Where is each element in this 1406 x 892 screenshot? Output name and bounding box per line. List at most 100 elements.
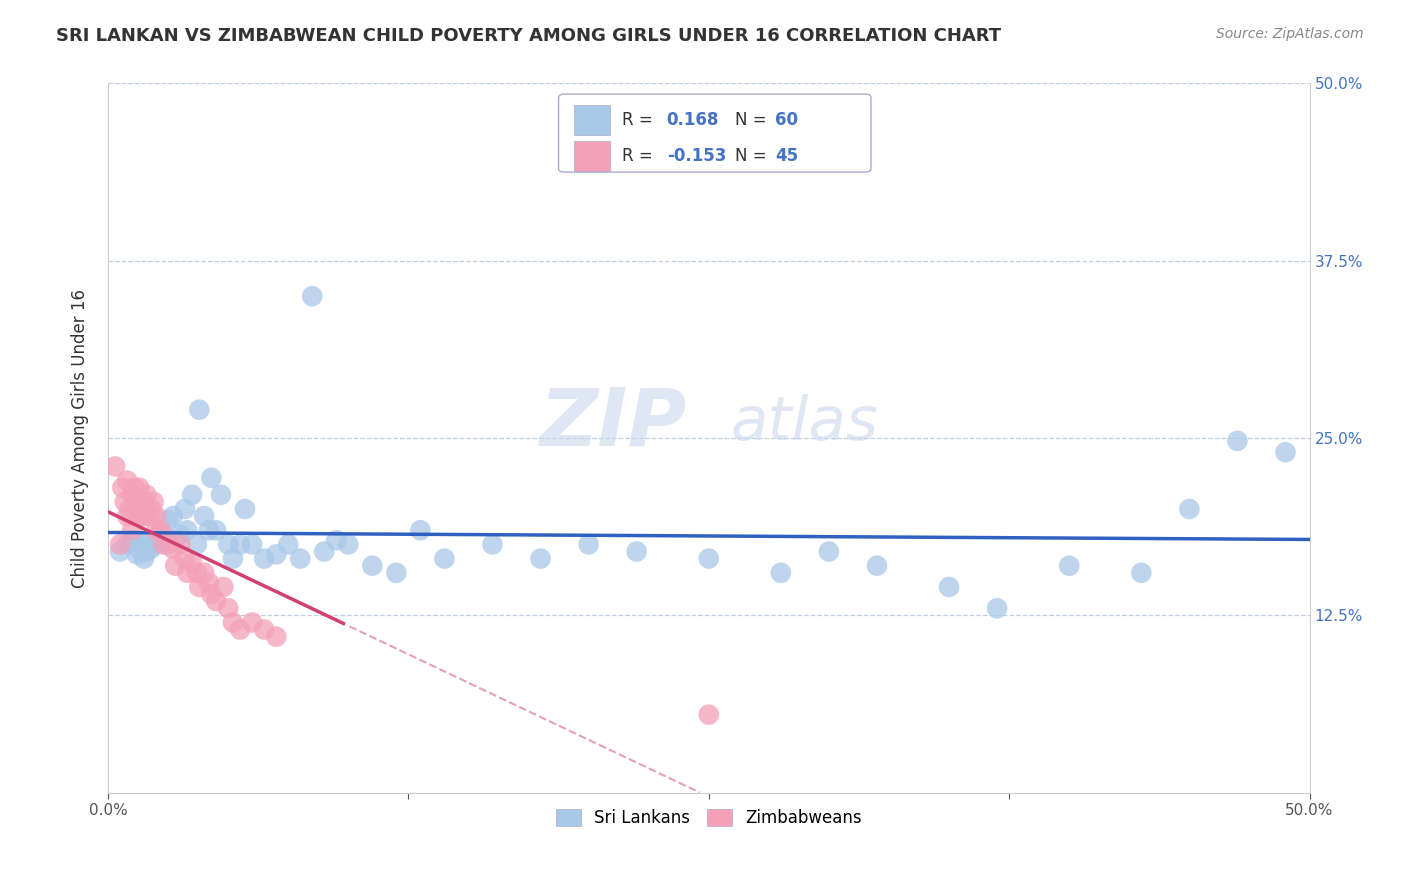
Point	[240, 537, 263, 551]
Point	[938, 580, 960, 594]
Point	[132, 509, 155, 524]
Point	[529, 551, 551, 566]
Point	[325, 533, 347, 548]
Point	[162, 509, 184, 524]
Point	[209, 488, 232, 502]
Point	[145, 509, 167, 524]
Point	[253, 623, 276, 637]
Point	[132, 551, 155, 566]
Point	[141, 502, 163, 516]
Text: N =: N =	[735, 112, 772, 129]
Point	[217, 537, 239, 551]
Point	[115, 537, 138, 551]
Point	[173, 551, 195, 566]
Text: R =: R =	[623, 112, 658, 129]
Point	[186, 537, 208, 551]
Point	[108, 544, 131, 558]
Point	[222, 615, 245, 630]
Point	[229, 537, 252, 551]
Point	[229, 623, 252, 637]
Point	[769, 566, 792, 580]
Point	[135, 488, 157, 502]
Point	[181, 556, 204, 570]
Point	[162, 541, 184, 556]
Point	[198, 575, 221, 590]
Point	[253, 551, 276, 566]
Point	[132, 495, 155, 509]
Text: 0.168: 0.168	[666, 112, 718, 129]
Point	[361, 558, 384, 573]
Point	[141, 541, 163, 556]
Point	[212, 580, 235, 594]
Point	[152, 537, 174, 551]
Point	[205, 523, 228, 537]
Text: 45: 45	[775, 147, 799, 165]
Point	[290, 551, 312, 566]
Point	[157, 537, 180, 551]
Text: atlas: atlas	[731, 394, 879, 453]
Point	[193, 509, 215, 524]
Point	[173, 502, 195, 516]
Point	[125, 495, 148, 509]
Point	[222, 551, 245, 566]
Point	[176, 566, 198, 580]
Point	[124, 481, 146, 495]
Point	[264, 630, 287, 644]
Point	[866, 558, 889, 573]
Text: Source: ZipAtlas.com: Source: ZipAtlas.com	[1216, 27, 1364, 41]
Point	[198, 523, 221, 537]
Point	[165, 533, 187, 548]
Text: R =: R =	[623, 147, 658, 165]
Legend: Sri Lankans, Zimbabweans: Sri Lankans, Zimbabweans	[550, 803, 869, 834]
Point	[188, 402, 211, 417]
Point	[409, 523, 432, 537]
Point	[181, 488, 204, 502]
Point	[385, 566, 408, 580]
Point	[481, 537, 503, 551]
Point	[1274, 445, 1296, 459]
Point	[1130, 566, 1153, 580]
Point	[131, 502, 153, 516]
Point	[264, 547, 287, 561]
Point	[115, 509, 138, 524]
Point	[200, 587, 222, 601]
Point	[125, 547, 148, 561]
Point	[114, 495, 136, 509]
Point	[149, 523, 172, 537]
Point	[193, 566, 215, 580]
Point	[314, 544, 336, 558]
Point	[145, 523, 167, 537]
Point	[169, 527, 191, 541]
Text: SRI LANKAN VS ZIMBABWEAN CHILD POVERTY AMONG GIRLS UNDER 16 CORRELATION CHART: SRI LANKAN VS ZIMBABWEAN CHILD POVERTY A…	[56, 27, 1001, 45]
Point	[277, 537, 299, 551]
Point	[433, 551, 456, 566]
Point	[233, 502, 256, 516]
Point	[176, 523, 198, 537]
Point	[132, 537, 155, 551]
Point	[240, 615, 263, 630]
Point	[121, 488, 143, 502]
Point	[169, 537, 191, 551]
Point	[157, 533, 180, 548]
Point	[697, 551, 720, 566]
Point	[157, 513, 180, 527]
Point	[1226, 434, 1249, 448]
Point	[578, 537, 600, 551]
Point	[128, 541, 150, 556]
Point	[1057, 558, 1080, 573]
Bar	[574, 141, 610, 170]
Y-axis label: Child Poverty Among Girls Under 16: Child Poverty Among Girls Under 16	[72, 288, 89, 588]
Text: ZIP: ZIP	[538, 384, 686, 463]
Point	[986, 601, 1008, 615]
Point	[104, 459, 127, 474]
FancyBboxPatch shape	[558, 94, 870, 172]
Point	[1178, 502, 1201, 516]
Point	[818, 544, 841, 558]
Point	[145, 537, 167, 551]
Text: N =: N =	[735, 147, 772, 165]
Point	[138, 533, 160, 548]
Point	[165, 558, 187, 573]
Point	[118, 502, 141, 516]
Point	[135, 544, 157, 558]
Point	[200, 471, 222, 485]
